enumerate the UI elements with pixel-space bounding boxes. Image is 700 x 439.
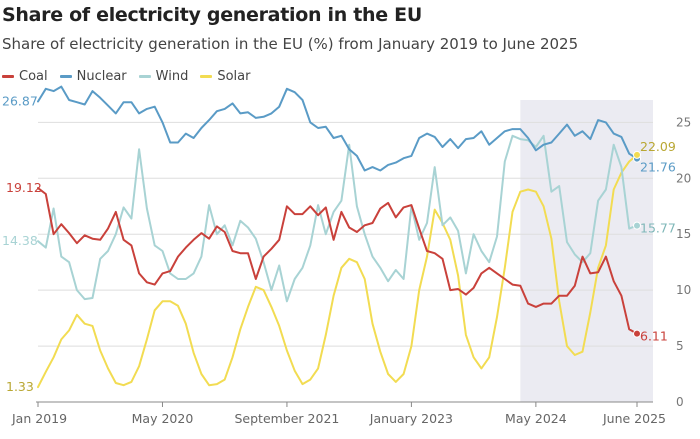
y-tick-label-0: 0: [676, 395, 684, 409]
series-line-wind: [37, 134, 638, 303]
legend-item-wind[interactable]: Wind: [138, 69, 189, 84]
highlight-region: [520, 100, 653, 402]
legend-label-wind: Wind: [155, 69, 189, 84]
start-label-solar: 1.33: [6, 379, 34, 394]
y-tick-label-25: 25: [676, 115, 691, 129]
y-tick-label-10: 10: [676, 283, 691, 297]
legend-item-nuclear[interactable]: Nuclear: [59, 69, 127, 84]
legend-swatch-coal: [2, 75, 14, 78]
y-tick-label-20: 20: [676, 171, 691, 185]
chart-title: Share of electricity generation in the E…: [2, 4, 422, 26]
series-line-solar: [37, 153, 638, 389]
end-label-coal: 6.11: [640, 329, 668, 344]
legend-item-coal[interactable]: Coal: [2, 69, 48, 84]
x-tick-label-2: September 2021: [234, 411, 339, 426]
x-tick-label-3: January 2023: [369, 411, 453, 426]
series-line-coal: [37, 187, 638, 335]
legend-item-solar[interactable]: Solar: [200, 69, 250, 84]
x-tick-label-0: Jan 2019: [11, 411, 67, 426]
legend-swatch-solar: [200, 75, 213, 78]
end-marker-coal: [633, 329, 641, 338]
start-label-nuclear: 26.87: [2, 93, 38, 108]
end-label-nuclear: 21.76: [640, 160, 676, 175]
legend-label-coal: Coal: [19, 69, 48, 84]
x-tick-label-4: May 2024: [505, 411, 567, 426]
legend: Coal Nuclear Wind Solar: [2, 69, 262, 84]
end-marker-wind: [633, 221, 641, 230]
x-tick-label-5: June 2025: [602, 411, 666, 426]
chart-subtitle: Share of electricity generation in the E…: [2, 35, 579, 53]
y-tick-label-5: 5: [676, 339, 684, 353]
end-label-solar: 22.09: [640, 139, 676, 154]
legend-swatch-nuclear: [59, 75, 72, 78]
y-tick-label-15: 15: [676, 227, 691, 241]
end-marker-solar: [633, 150, 641, 159]
legend-label-nuclear: Nuclear: [76, 69, 127, 84]
legend-label-solar: Solar: [217, 69, 251, 84]
x-tick-label-1: May 2020: [132, 411, 194, 426]
start-label-wind: 14.38: [2, 233, 38, 248]
legend-swatch-wind: [138, 75, 151, 78]
start-label-coal: 19.12: [6, 180, 42, 195]
series-line-nuclear: [37, 85, 638, 172]
end-label-wind: 15.77: [640, 221, 676, 236]
